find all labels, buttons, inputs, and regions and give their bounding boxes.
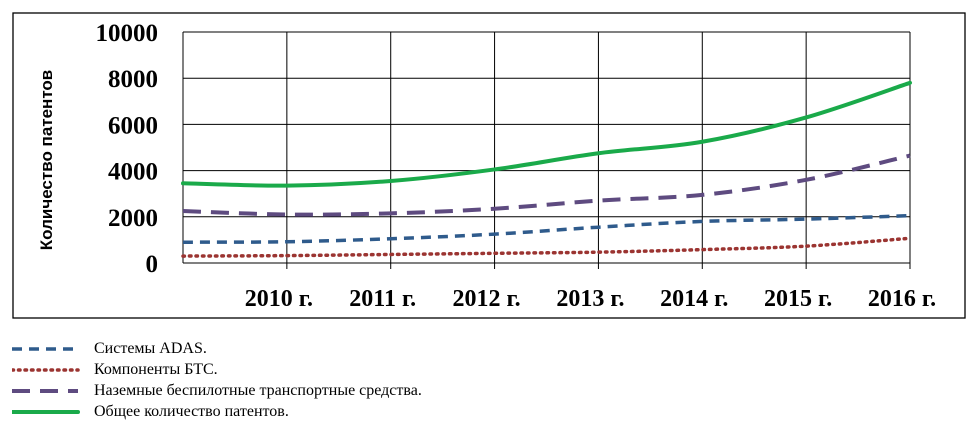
x-tick-label: 2011 г. bbox=[349, 286, 416, 312]
y-axis-label: Количество патентов bbox=[37, 70, 56, 251]
legend-swatch bbox=[12, 365, 82, 375]
legend-item: Общее количество патентов. bbox=[12, 401, 422, 422]
y-tick-label: 10000 bbox=[96, 20, 159, 47]
legend-item: Компоненты БТС. bbox=[12, 359, 422, 380]
y-tick-label: 4000 bbox=[108, 159, 158, 186]
grid bbox=[183, 32, 910, 269]
chart: 0200040006000800010000 2010 г.2011 г.201… bbox=[0, 0, 978, 330]
legend: Системы ADAS. Компоненты БТС. Наземные бес… bbox=[12, 338, 422, 422]
legend-label: Компоненты БТС. bbox=[94, 361, 218, 379]
legend-label: Системы ADAS. bbox=[94, 340, 207, 358]
x-tick-label: 2014 г. bbox=[660, 286, 728, 312]
x-tick-labels: 2010 г. 2011 г. 2012 г. 2013 г. 2014 г. 2015 … bbox=[245, 286, 936, 312]
legend-label: Наземные беспилотные транспортные средст… bbox=[94, 382, 422, 400]
legend-label: Общее количество патентов. bbox=[94, 403, 289, 421]
x-tick-label: 2015 г. bbox=[764, 286, 832, 312]
legend-swatch bbox=[12, 344, 82, 354]
x-tick-label: 2012 г. bbox=[452, 286, 520, 312]
y-tick-labels: 0 2000 4000 6000 8000 10000 bbox=[96, 20, 159, 278]
y-tick-label: 6000 bbox=[108, 112, 158, 139]
legend-item: Наземные беспилотные транспортные средст… bbox=[12, 380, 422, 401]
y-tick-label: 0 bbox=[146, 251, 159, 278]
series-line-1 bbox=[183, 216, 910, 243]
y-tick-label: 2000 bbox=[108, 205, 158, 232]
legend-swatch bbox=[12, 386, 82, 396]
legend-item: Системы ADAS. bbox=[12, 338, 422, 359]
x-tick-label: 2016 г. bbox=[868, 286, 936, 312]
x-tick-label: 2013 г. bbox=[556, 286, 624, 312]
series-lines bbox=[183, 83, 910, 256]
legend-swatch bbox=[12, 407, 82, 417]
x-tick-label: 2010 г. bbox=[245, 286, 313, 312]
y-tick-label: 8000 bbox=[108, 66, 158, 93]
